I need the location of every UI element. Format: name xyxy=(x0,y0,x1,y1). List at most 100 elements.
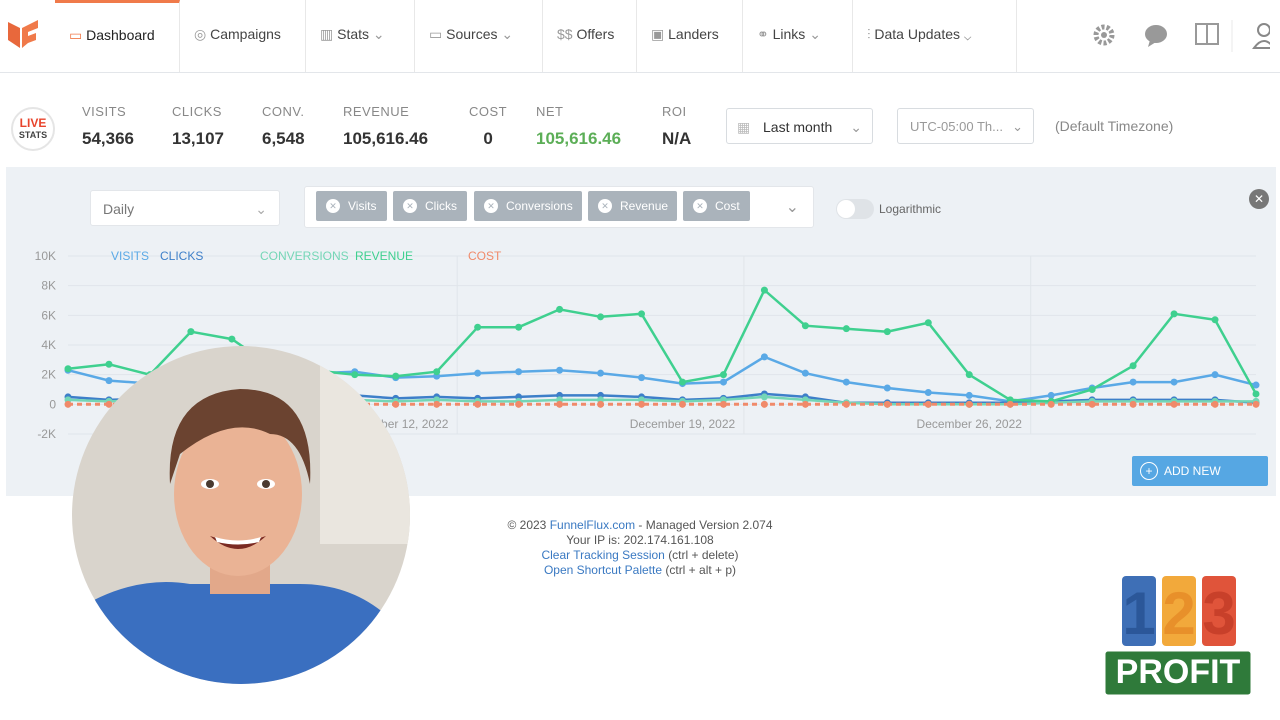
stat-value: 105,616.46 xyxy=(343,129,429,148)
data-point xyxy=(1170,378,1178,386)
data-point xyxy=(1047,400,1055,408)
footer-text: - Managed Version 2.074 xyxy=(638,518,773,532)
data-point xyxy=(1006,400,1014,408)
webcam-overlay xyxy=(72,346,410,684)
data-point xyxy=(1170,400,1178,408)
data-point xyxy=(760,353,768,361)
footer: Open Shortcut Palette (ctrl + alt + p) xyxy=(380,563,900,577)
nav-item[interactable]: ▥ Stats ⌄ xyxy=(306,0,415,72)
footer-text: (ctrl + delete) xyxy=(668,548,739,562)
series-chip[interactable]: Conversions xyxy=(474,191,582,221)
nav-label: Landers xyxy=(668,26,719,42)
footer-link[interactable]: FunnelFlux.com xyxy=(549,518,636,532)
data-point xyxy=(719,400,727,408)
stat: REVENUE 105,616.46 xyxy=(343,104,428,149)
data-point xyxy=(105,377,113,385)
button-label: ADD NEW WIDGET xyxy=(1164,464,1221,508)
data-point xyxy=(1211,316,1219,324)
stat: VISITS 54,366 xyxy=(82,104,134,149)
data-point xyxy=(515,368,523,376)
data-point xyxy=(1211,400,1219,408)
stat: ROI N/A xyxy=(662,104,691,149)
logo-digit: 3 xyxy=(1202,580,1235,647)
nav-label: Links xyxy=(772,26,806,42)
stat-value: 13,107 xyxy=(172,129,224,148)
add-widget-button[interactable]: + ADD NEW WIDGET xyxy=(1132,456,1268,508)
nav-item[interactable]: ⚭ Links ⌄ xyxy=(743,0,853,72)
data-point xyxy=(433,368,441,376)
logo-digit: 1 xyxy=(1122,580,1155,647)
data-point xyxy=(965,400,973,408)
nav-icons[interactable] xyxy=(1090,20,1270,52)
stat-value: N/A xyxy=(662,129,692,148)
legend-entry: CLICKS xyxy=(160,249,203,263)
nav-item[interactable]: ▭ Sources ⌄ xyxy=(415,0,543,72)
toggle-label: Logarithmic xyxy=(879,202,942,216)
data-point xyxy=(924,388,932,396)
data-point xyxy=(474,369,482,377)
data-point xyxy=(924,319,932,327)
close-button[interactable]: ✕ xyxy=(1249,189,1269,209)
data-point xyxy=(1252,390,1260,398)
data-point xyxy=(1170,310,1178,318)
footer: Clear Tracking Session (ctrl + delete) xyxy=(380,548,900,562)
data-point xyxy=(64,400,72,408)
footer: © 2023 FunnelFlux.com - Managed Version … xyxy=(380,518,900,532)
data-point xyxy=(228,335,236,343)
y-tick-label: 6K xyxy=(41,308,56,322)
stat-value: 6,548 xyxy=(262,129,305,148)
stat-label: ROI xyxy=(662,104,687,119)
data-point xyxy=(1211,371,1219,379)
data-point xyxy=(556,366,564,374)
series-chip[interactable]: Clicks xyxy=(393,191,467,221)
date-range-select[interactable]: ▦ Last month ⌄ xyxy=(726,108,873,144)
data-point xyxy=(719,378,727,386)
y-tick-label: 0 xyxy=(49,397,56,411)
stat-label: COST xyxy=(469,104,508,119)
app-logo[interactable] xyxy=(6,18,40,52)
y-tick-label: 2K xyxy=(41,368,56,382)
select-value: UTC-05:00 Th... xyxy=(910,119,1003,134)
legend-entry: COST xyxy=(468,249,502,263)
data-point xyxy=(801,369,809,377)
data-point xyxy=(187,328,195,336)
data-point xyxy=(638,374,646,382)
data-point xyxy=(392,400,400,408)
data-point xyxy=(1252,400,1260,408)
interval-select[interactable]: Daily ⌄ xyxy=(90,190,280,226)
data-point xyxy=(474,400,482,408)
data-point xyxy=(883,400,891,408)
stat-value: 0 xyxy=(483,129,493,148)
nav-label: Stats xyxy=(337,26,370,42)
series-chip[interactable]: Revenue xyxy=(588,191,677,221)
data-point xyxy=(760,400,768,408)
stat: COST 0 xyxy=(469,104,507,149)
nav-item[interactable]: ▭ Dashboard xyxy=(55,0,180,72)
footer-link[interactable]: Open Shortcut Palette xyxy=(543,563,663,577)
x-tick-label: December 19, 2022 xyxy=(630,417,736,431)
footer-link[interactable]: Clear Tracking Session xyxy=(541,548,665,562)
data-point xyxy=(597,313,605,321)
footer-text: © 2023 xyxy=(507,518,547,532)
y-tick-label: 8K xyxy=(41,279,56,293)
data-point xyxy=(515,323,523,331)
footer-text: Your IP is: 202.174.161.108 xyxy=(566,533,714,547)
log-toggle[interactable] xyxy=(836,199,874,219)
data-point xyxy=(433,400,441,408)
data-point xyxy=(515,400,523,408)
nav-item[interactable]: $$ Offers xyxy=(543,0,637,72)
badge-text: STATS xyxy=(19,130,47,140)
data-point xyxy=(801,400,809,408)
select-value: Daily xyxy=(103,201,135,217)
series-chip[interactable]: Visits xyxy=(316,191,387,221)
data-point xyxy=(351,371,359,379)
data-point xyxy=(719,371,727,379)
nav-item[interactable]: ▣ Landers xyxy=(637,0,743,72)
data-point xyxy=(1088,400,1096,408)
nav-item[interactable]: ⫶ Data Updates ⌄ xyxy=(853,0,1017,72)
series-chip[interactable]: Cost xyxy=(683,191,750,221)
nav-item[interactable]: ◎ Campaigns xyxy=(180,0,306,72)
y-tick-label: 4K xyxy=(41,338,56,352)
timezone-select[interactable]: UTC-05:00 Th... ⌄ xyxy=(897,108,1034,144)
